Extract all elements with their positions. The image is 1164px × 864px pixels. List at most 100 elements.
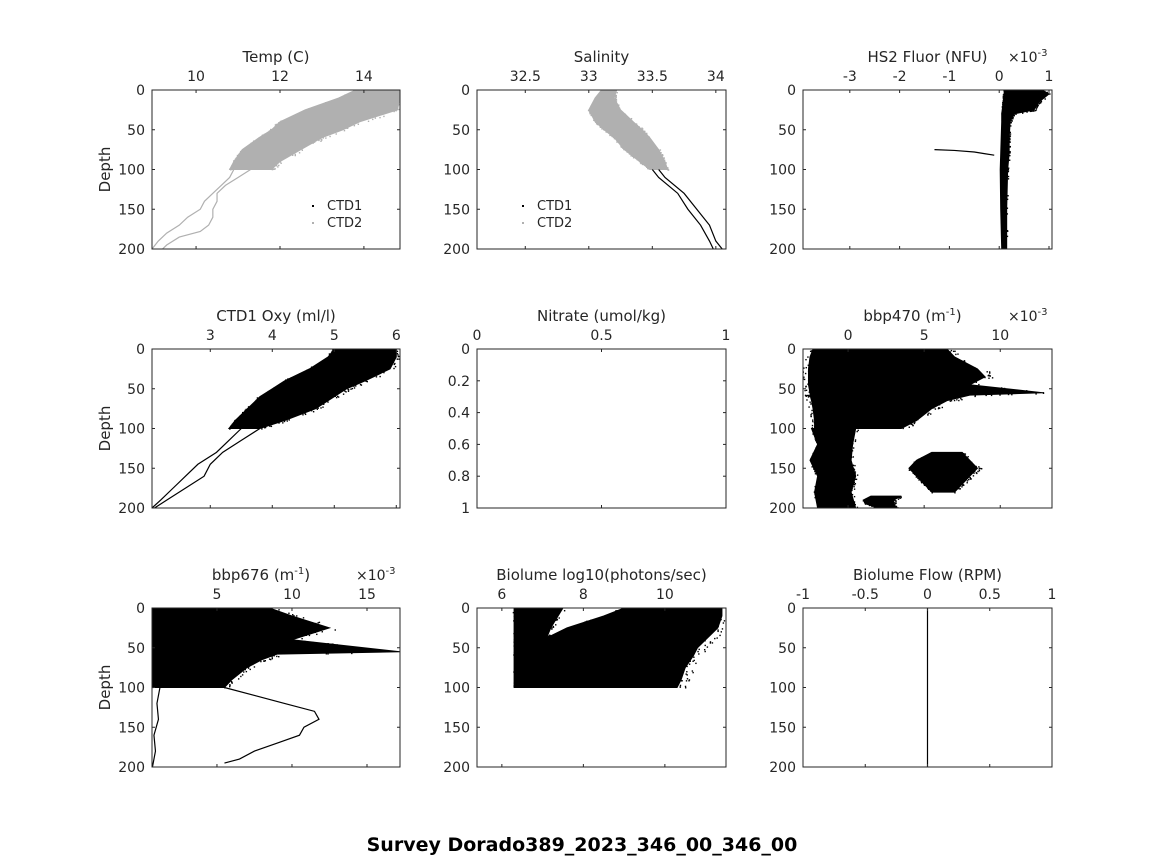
data-point — [264, 660, 267, 662]
data-point — [665, 162, 667, 164]
data-point — [619, 609, 621, 612]
data-point — [233, 160, 235, 162]
data-point — [704, 640, 706, 642]
data-point — [314, 631, 316, 634]
data-point — [601, 127, 603, 129]
data-point — [908, 426, 910, 428]
data-point — [917, 458, 920, 461]
data-point — [379, 116, 381, 119]
data-point — [603, 129, 605, 131]
axis-exponent: ×10-3 — [1008, 48, 1048, 66]
x-tick-label: 5 — [213, 587, 222, 603]
data-point — [924, 412, 926, 414]
data-point — [915, 476, 918, 478]
data-point — [977, 470, 979, 473]
data-point — [269, 658, 272, 661]
data-point — [231, 423, 234, 426]
data-point — [808, 380, 810, 383]
data-point — [923, 482, 925, 485]
data-point — [810, 395, 813, 397]
data-point — [973, 464, 975, 467]
data-point — [229, 685, 231, 688]
data-point — [681, 680, 683, 682]
data-point — [148, 653, 149, 654]
data-point — [950, 400, 953, 402]
x-tick-label: 34 — [707, 69, 725, 85]
x-tick-label: -2 — [893, 69, 907, 85]
data-point — [395, 110, 397, 112]
data-point — [807, 383, 809, 385]
data-point — [1000, 171, 1002, 173]
data-point — [616, 103, 619, 106]
data-point — [631, 155, 634, 158]
data-point — [1001, 237, 1003, 239]
y-tick-label: 50 — [127, 641, 145, 657]
data-point — [538, 668, 541, 670]
data-point — [684, 685, 687, 688]
data-point — [963, 454, 966, 457]
data-point — [1001, 113, 1004, 116]
data-point — [152, 632, 154, 634]
data-point — [807, 356, 809, 358]
data-point — [874, 506, 876, 508]
data-point — [686, 674, 688, 676]
data-point — [590, 106, 592, 109]
subplot-title: bbp676 (m-1) — [212, 566, 310, 584]
data-point — [853, 502, 856, 504]
data-point — [685, 664, 687, 666]
data-point — [154, 618, 157, 620]
data-point — [955, 353, 957, 356]
data-point — [615, 97, 617, 99]
data-point — [911, 423, 913, 426]
data-point — [988, 377, 990, 379]
data-point — [1008, 159, 1011, 161]
data-point — [990, 394, 993, 397]
y-tick-label: 200 — [769, 242, 796, 258]
data-point — [320, 138, 322, 140]
data-point — [856, 506, 859, 508]
data-point — [975, 381, 977, 383]
data-point — [278, 422, 280, 424]
y-tick-label: 50 — [127, 382, 145, 398]
data-point — [640, 128, 642, 130]
data-point — [854, 464, 856, 467]
data-point — [679, 676, 682, 678]
data-point — [954, 350, 956, 353]
data-point — [616, 91, 618, 94]
data-point — [809, 350, 812, 353]
data-point — [252, 663, 254, 666]
data-point — [1009, 150, 1011, 153]
data-point — [230, 425, 232, 428]
x-tick-label: 6 — [497, 587, 506, 603]
data-point — [285, 379, 287, 381]
data-point — [542, 650, 544, 652]
data-point — [344, 390, 346, 392]
data-point — [1006, 230, 1008, 232]
data-point — [317, 622, 319, 624]
y-tick-label: 200 — [118, 242, 145, 258]
data-point — [616, 141, 618, 143]
legend-label-ctd1: CTD1 — [327, 199, 362, 214]
data-point — [933, 407, 935, 409]
data-trace-1 — [651, 169, 714, 249]
data-point — [379, 375, 381, 378]
data-point — [813, 426, 816, 428]
data-point — [851, 494, 853, 496]
data-point — [805, 366, 807, 369]
data-point — [626, 151, 628, 153]
axis-exponent: ×10-3 — [1008, 307, 1048, 325]
data-point — [372, 118, 374, 121]
data-point — [711, 642, 714, 644]
data-point — [727, 613, 728, 614]
data-point — [660, 151, 662, 154]
x-tick-label: 12 — [271, 69, 289, 85]
data-point — [229, 168, 231, 170]
y-tick-label: 100 — [769, 681, 796, 697]
data-point — [1009, 146, 1011, 148]
data-point — [396, 358, 399, 360]
data-point — [278, 609, 280, 611]
data-point — [1036, 106, 1038, 108]
plot-area — [152, 349, 400, 508]
data-point — [401, 109, 402, 110]
